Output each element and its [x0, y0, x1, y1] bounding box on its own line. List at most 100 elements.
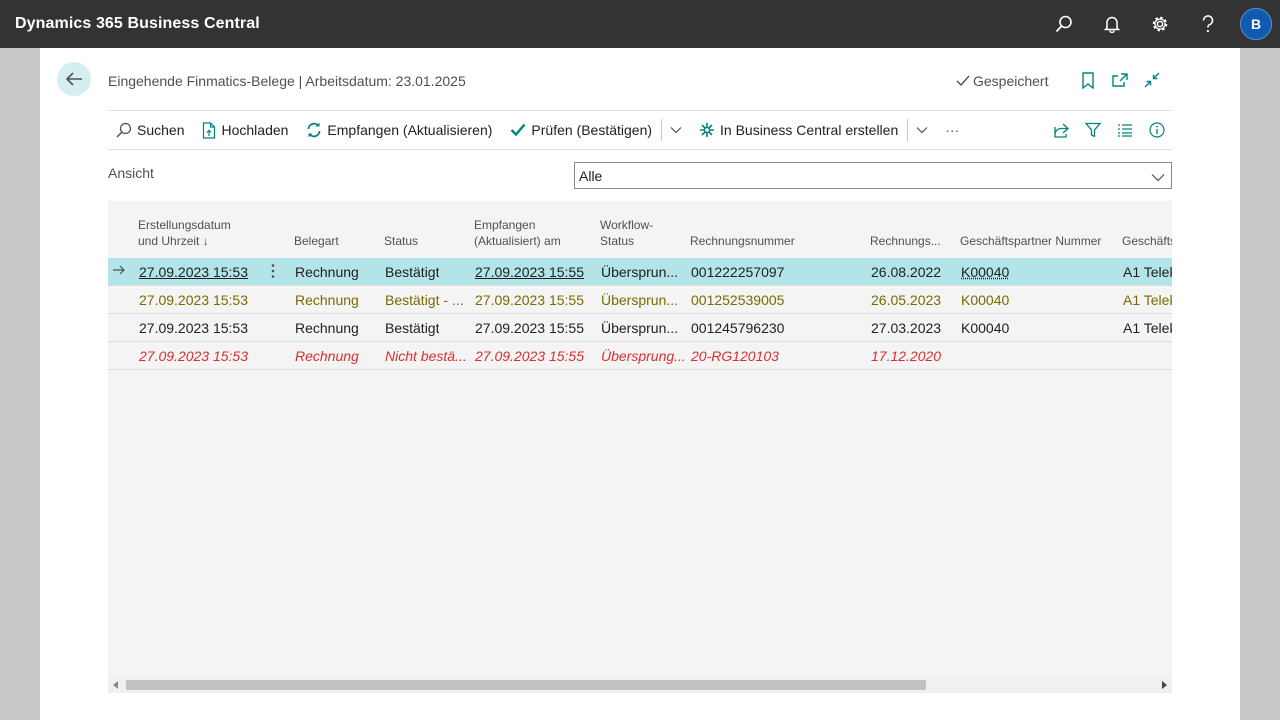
view-label: Ansicht — [108, 165, 154, 181]
save-status: Gespeichert — [956, 73, 1048, 89]
share-icon[interactable] — [1052, 121, 1070, 139]
checkmark-icon — [511, 123, 526, 137]
column-header-invoice-no[interactable]: Rechnungsnummer — [690, 234, 795, 248]
table-row[interactable]: 27.09.2023 15:53 Rechnung Bestätigt - ..… — [108, 286, 1172, 314]
app-title[interactable]: Dynamics 365 Business Central — [15, 15, 260, 32]
top-bar: Dynamics 365 Business Central B — [0, 0, 1280, 48]
table-row[interactable]: 27.09.2023 15:53 Rechnung Nicht bestä...… — [108, 342, 1172, 370]
info-icon[interactable] — [1148, 121, 1166, 139]
notification-bell-icon[interactable] — [1088, 0, 1136, 48]
cell-partner-name: A1 Telek — [1123, 264, 1172, 280]
page-content: Eingehende Finmatics-Belege | Arbeitsdat… — [40, 48, 1240, 720]
horizontal-scrollbar[interactable] — [108, 677, 1172, 693]
user-avatar[interactable]: B — [1240, 8, 1272, 40]
search-action[interactable]: Suchen — [108, 111, 193, 149]
more-actions-label: ··· — [945, 122, 960, 138]
cell-workflow: Übersprun... — [601, 292, 679, 308]
create-action[interactable]: In Business Central erstellen — [690, 111, 907, 149]
cell-status: Bestätigt — [385, 264, 440, 280]
cell-doctype: Rechnung — [295, 320, 359, 336]
column-header-status[interactable]: Status — [384, 234, 419, 248]
filter-icon[interactable] — [1084, 121, 1102, 139]
back-button[interactable] — [57, 62, 91, 96]
cell-received: 27.09.2023 15:55 — [475, 320, 584, 336]
bookmark-icon[interactable] — [1078, 70, 1098, 90]
cell-doctype: Rechnung — [295, 348, 359, 364]
cell-status: Nicht bestä... — [385, 348, 467, 364]
cell-partner-no[interactable]: K00040 — [961, 264, 1010, 280]
grid-header: Erstellungsdatum und Uhrzeit ↓ Belegart … — [108, 201, 1172, 257]
cell-workflow: Übersprun... — [601, 264, 679, 280]
cell-status: Bestätigt - ... — [385, 292, 464, 308]
cell-created: 27.09.2023 15:53 — [139, 320, 248, 336]
column-header-partner-name[interactable]: Geschäfts — [1122, 234, 1172, 248]
column-header-workflow[interactable]: Workflow- Status — [600, 217, 653, 249]
help-icon[interactable] — [1184, 0, 1232, 48]
cell-invoice-date: 26.08.2022 — [871, 264, 942, 280]
check-action-dropdown[interactable] — [662, 111, 690, 149]
create-action-dropdown[interactable] — [908, 111, 936, 149]
scroll-right-arrow-icon[interactable] — [1162, 681, 1167, 689]
column-header-line: Erstellungsdatum — [138, 218, 231, 232]
open-new-window-icon[interactable] — [1110, 70, 1130, 90]
table-row[interactable]: 27.09.2023 15:53 Rechnung Bestätigt 27.0… — [108, 314, 1172, 342]
cell-received: 27.09.2023 15:55 — [475, 292, 584, 308]
cell-received[interactable]: 27.09.2023 15:55 — [475, 264, 584, 280]
collapse-icon[interactable] — [1142, 70, 1162, 90]
check-action[interactable]: Prüfen (Bestätigen) — [501, 111, 661, 149]
refresh-icon — [308, 122, 321, 138]
cell-status: Bestätigt — [385, 320, 440, 336]
list-view-icon[interactable] — [1116, 121, 1134, 139]
cell-invoice-no: 001222257097 — [691, 264, 785, 280]
column-header-invoice-date[interactable]: Rechnungs... — [870, 234, 941, 248]
scroll-left-arrow-icon[interactable] — [113, 681, 118, 689]
chevron-down-icon — [670, 127, 682, 134]
column-header-created[interactable]: Erstellungsdatum und Uhrzeit ↓ — [138, 217, 231, 249]
checkmark-icon — [956, 75, 970, 87]
cell-partner-name: A1 Telek — [1123, 320, 1172, 336]
column-header-line: Status — [600, 234, 635, 248]
chevron-down-icon — [1151, 169, 1165, 185]
scrollbar-thumb[interactable] — [126, 680, 926, 690]
settings-gear-icon[interactable] — [1136, 0, 1184, 48]
cell-workflow: Übersprun... — [601, 320, 679, 336]
column-header-line: und Uhrzeit ↓ — [138, 234, 209, 248]
receive-action-label: Empfangen (Aktualisieren) — [327, 122, 493, 138]
page-title: Eingehende Finmatics-Belege | Arbeitsdat… — [108, 73, 466, 89]
sparkle-icon — [700, 123, 715, 137]
cell-invoice-no: 001252539005 — [691, 292, 785, 308]
search-action-label: Suchen — [137, 122, 185, 138]
cell-created[interactable]: 27.09.2023 15:53 — [139, 264, 248, 280]
cell-invoice-no: 001245796230 — [691, 320, 785, 336]
column-header-doctype[interactable]: Belegart — [294, 234, 339, 248]
cell-partner-no: K00040 — [961, 292, 1010, 308]
chevron-down-icon — [916, 127, 928, 134]
cell-doctype: Rechnung — [295, 264, 359, 280]
more-actions-button[interactable]: ··· — [936, 111, 968, 149]
cell-doctype: Rechnung — [295, 292, 359, 308]
column-header-partner-no[interactable]: Geschäftspartner Nummer — [960, 234, 1102, 248]
cell-created: 27.09.2023 15:53 — [139, 348, 248, 364]
column-header-line: (Aktualisiert) am — [474, 234, 561, 248]
cell-workflow: Übersprung... — [601, 348, 686, 364]
view-select[interactable]: Alle — [574, 162, 1172, 189]
receive-action[interactable]: Empfangen (Aktualisieren) — [297, 111, 501, 149]
header-icons — [1078, 70, 1162, 90]
search-icon[interactable] — [1040, 0, 1088, 48]
column-header-line: Empfangen — [474, 218, 536, 232]
action-separator — [907, 119, 909, 141]
check-action-label: Prüfen (Bestätigen) — [531, 122, 653, 138]
table-row[interactable]: 27.09.2023 15:53 Rechnung Bestätigt 27.0… — [108, 258, 1172, 286]
cell-invoice-date: 17.12.2020 — [871, 348, 942, 364]
upload-action-label: Hochladen — [221, 122, 289, 138]
action-bar: Suchen Hochladen Empfangen (Aktualisiere… — [108, 110, 1172, 150]
saved-label: Gespeichert — [973, 73, 1049, 89]
arrow-left-icon — [65, 72, 82, 86]
row-more-icon[interactable] — [270, 263, 276, 282]
cell-partner-name: A1 Telek — [1123, 292, 1172, 308]
cell-invoice-no: 20-RG120103 — [691, 348, 779, 364]
action-separator — [661, 119, 663, 141]
column-header-received[interactable]: Empfangen (Aktualisiert) am — [474, 217, 561, 249]
upload-action[interactable]: Hochladen — [193, 111, 297, 149]
column-header-line: Workflow- — [600, 218, 654, 232]
